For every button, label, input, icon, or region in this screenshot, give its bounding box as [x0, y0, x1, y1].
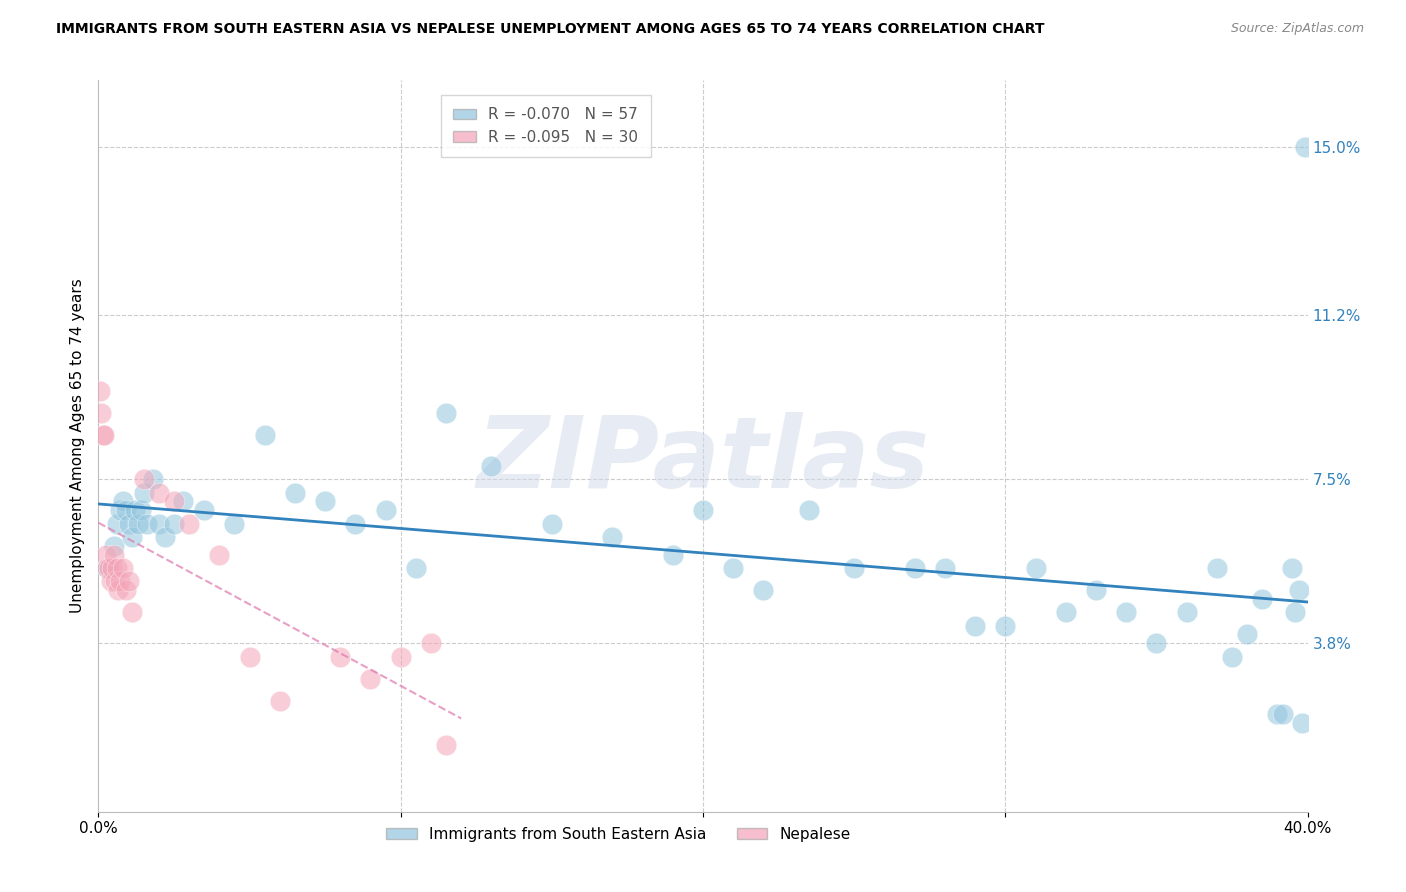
Point: [104, 574, 127, 589]
Point: [1267, 707, 1289, 722]
Point: [1054, 605, 1077, 619]
Point: [1236, 627, 1258, 641]
Point: [148, 485, 170, 500]
Point: [1284, 605, 1306, 619]
Text: ZIPatlas: ZIPatlas: [477, 412, 929, 509]
Point: [1206, 561, 1229, 575]
Point: [1281, 561, 1303, 575]
Point: [1288, 583, 1310, 598]
Point: [994, 618, 1017, 632]
Point: [103, 539, 125, 553]
Point: [420, 636, 443, 650]
Point: [224, 516, 246, 531]
Point: [253, 428, 276, 442]
Point: [934, 561, 956, 575]
Point: [107, 583, 129, 598]
Point: [434, 738, 457, 752]
Point: [314, 494, 336, 508]
Point: [1115, 605, 1137, 619]
Point: [100, 574, 122, 589]
Point: [89, 384, 111, 398]
Point: [111, 494, 134, 508]
Point: [111, 561, 134, 575]
Point: [193, 503, 215, 517]
Point: [904, 561, 927, 575]
Point: [101, 561, 124, 575]
Point: [105, 516, 128, 531]
Point: [96, 561, 118, 575]
Point: [540, 516, 562, 531]
Point: [108, 574, 131, 589]
Point: [405, 561, 427, 575]
Point: [129, 503, 152, 517]
Point: [98, 561, 121, 575]
Point: [1024, 561, 1046, 575]
Point: [148, 516, 170, 531]
Text: IMMIGRANTS FROM SOUTH EASTERN ASIA VS NEPALESE UNEMPLOYMENT AMONG AGES 65 TO 74 : IMMIGRANTS FROM SOUTH EASTERN ASIA VS NE…: [56, 22, 1045, 37]
Point: [344, 516, 367, 531]
Point: [844, 561, 866, 575]
Point: [723, 561, 745, 575]
Point: [752, 583, 775, 598]
Point: [121, 530, 143, 544]
Point: [127, 516, 149, 531]
Point: [602, 530, 624, 544]
Point: [360, 672, 382, 686]
Point: [269, 694, 291, 708]
Point: [374, 503, 396, 517]
Point: [1294, 140, 1316, 154]
Point: [965, 618, 987, 632]
Point: [121, 605, 143, 619]
Point: [118, 516, 141, 531]
Point: [172, 494, 194, 508]
Point: [114, 503, 136, 517]
Legend: Immigrants from South Eastern Asia, Nepalese: Immigrants from South Eastern Asia, Nepa…: [380, 821, 856, 848]
Point: [93, 428, 115, 442]
Point: [1291, 716, 1313, 731]
Point: [208, 548, 231, 562]
Point: [108, 503, 131, 517]
Point: [284, 485, 307, 500]
Point: [153, 530, 176, 544]
Point: [118, 574, 141, 589]
Point: [1220, 649, 1243, 664]
Point: [132, 485, 155, 500]
Point: [163, 516, 186, 531]
Point: [142, 472, 165, 486]
Y-axis label: Unemployment Among Ages 65 to 74 years: Unemployment Among Ages 65 to 74 years: [69, 278, 84, 614]
Point: [179, 516, 201, 531]
Point: [103, 548, 125, 562]
Point: [163, 494, 186, 508]
Point: [96, 561, 118, 575]
Point: [481, 458, 503, 473]
Point: [91, 428, 114, 442]
Point: [239, 649, 262, 664]
Point: [434, 406, 457, 420]
Text: Source: ZipAtlas.com: Source: ZipAtlas.com: [1230, 22, 1364, 36]
Point: [1175, 605, 1198, 619]
Point: [692, 503, 714, 517]
Point: [124, 503, 146, 517]
Point: [1272, 707, 1295, 722]
Point: [389, 649, 412, 664]
Point: [329, 649, 352, 664]
Point: [94, 548, 117, 562]
Point: [1085, 583, 1108, 598]
Point: [114, 583, 136, 598]
Point: [797, 503, 820, 517]
Point: [1146, 636, 1168, 650]
Point: [90, 406, 112, 420]
Point: [105, 561, 128, 575]
Point: [1251, 591, 1274, 606]
Point: [661, 548, 683, 562]
Point: [132, 472, 155, 486]
Point: [135, 516, 157, 531]
